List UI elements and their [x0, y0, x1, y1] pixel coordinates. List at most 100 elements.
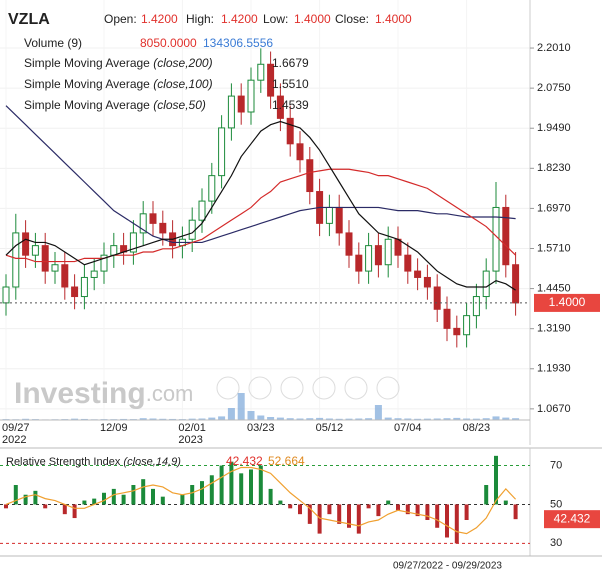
label: Relative Strength Index (close,14,9) — [6, 456, 181, 468]
rsi-tag-label: 42.432 — [554, 511, 591, 525]
rsi-bar — [111, 488, 116, 505]
volume-bar — [512, 418, 520, 420]
candle-body — [237, 95, 245, 113]
rsi-bar — [151, 488, 155, 505]
y-tick-label: 1.8230 — [537, 162, 571, 174]
candle-body — [218, 127, 226, 177]
symbol: VZLA — [8, 11, 50, 28]
candle-body — [208, 175, 216, 202]
rsi-bar — [268, 488, 273, 505]
rsi-bar — [141, 479, 146, 505]
rsi-bar — [327, 504, 332, 515]
candle-body — [502, 206, 510, 266]
candle-body — [51, 264, 59, 272]
rsi-bar — [160, 496, 165, 505]
x-tick-label: 12/09 — [100, 422, 128, 434]
volume-bar — [120, 418, 128, 420]
price-tag — [534, 293, 600, 312]
candle-body — [129, 232, 137, 253]
x-tick-label: 09/27 — [2, 422, 30, 434]
rsi-bar — [288, 504, 293, 509]
candle-body — [472, 296, 480, 317]
rsi-bar — [229, 461, 234, 505]
value: 8050.0000 — [140, 36, 197, 50]
rsi-bar — [4, 504, 8, 509]
y-tick-label: 70 — [550, 459, 562, 471]
volume-bar — [237, 393, 245, 420]
candle-body — [296, 143, 304, 161]
candle-body — [227, 95, 235, 129]
brand: Investing — [14, 377, 146, 410]
rsi-bar — [445, 504, 449, 538]
candle-body — [325, 206, 333, 224]
rsi-bar — [219, 465, 224, 505]
candle-body — [257, 63, 265, 81]
y-tick-label: 1.3190 — [537, 323, 571, 335]
rsi-bar — [209, 475, 214, 505]
rsi-bar — [376, 504, 381, 517]
nav-buttons[interactable] — [216, 376, 400, 400]
volume-bar — [404, 418, 412, 420]
rsi-bar — [180, 494, 185, 505]
volume-bar — [355, 418, 363, 420]
y-tick-label: 1.9490 — [537, 122, 571, 134]
rsi-bar — [278, 500, 283, 505]
x-tick-label: 08/23 — [463, 422, 491, 434]
value: 52.664 — [268, 454, 305, 468]
candle-body — [276, 95, 284, 119]
volume-bar — [463, 418, 471, 420]
volume-bar — [227, 408, 235, 420]
candle-body — [512, 264, 520, 304]
candle-body — [453, 327, 461, 336]
candle-body — [90, 270, 98, 278]
x-tick-label: 05/12 — [316, 422, 344, 434]
y-tick-label: 1.1930 — [537, 363, 571, 375]
volume-bar — [345, 418, 353, 420]
volume-bar — [394, 418, 402, 420]
volume-bar — [198, 418, 206, 420]
volume-bar — [316, 417, 324, 420]
ma-line — [5, 168, 517, 263]
label: Low: — [263, 12, 288, 26]
volume-bar — [414, 418, 422, 420]
volume-bar — [267, 417, 275, 420]
volume-bar — [149, 418, 157, 420]
value: 1.4000 — [294, 12, 331, 26]
rsi-bar — [43, 504, 48, 509]
rsi-bar — [425, 504, 430, 520]
rsi-bar — [33, 490, 38, 505]
params: (close,200) — [153, 56, 212, 70]
candle-body — [384, 238, 392, 266]
rsi-bar — [190, 485, 195, 505]
candle-body — [139, 213, 147, 234]
rsi-bar — [435, 504, 440, 528]
candle-body — [355, 254, 363, 272]
rsi-bar — [23, 494, 28, 505]
rsi-bar — [317, 504, 322, 534]
candle-body — [423, 276, 431, 288]
volume-bar — [276, 417, 284, 420]
label: Open: — [104, 12, 137, 26]
candle-body — [345, 232, 353, 256]
volume-bar — [502, 417, 510, 420]
rsi-bar — [405, 504, 410, 515]
volume-bar — [384, 417, 392, 420]
rsi-bar — [13, 485, 18, 505]
rsi-bar — [386, 500, 391, 505]
legend-entry: Simple Moving Average (close,50) — [24, 98, 206, 112]
legend: VZLA Open: 1.4200 High: 1.4200 Low: 1.40… — [8, 11, 412, 112]
label: High: — [186, 12, 214, 26]
watermark: Investing.com — [14, 376, 400, 410]
rsi-bar — [131, 485, 136, 505]
candle-body — [198, 200, 206, 221]
volume-bar — [325, 418, 333, 420]
volume-bar — [492, 416, 500, 420]
candle-body — [247, 79, 255, 113]
watermark-brand: Investing.com — [14, 377, 193, 410]
candle-body — [100, 254, 108, 272]
rsi-bar — [258, 465, 263, 505]
candle-body — [482, 270, 490, 298]
label: Volume (9) — [24, 36, 82, 50]
volume-bar — [208, 417, 216, 420]
